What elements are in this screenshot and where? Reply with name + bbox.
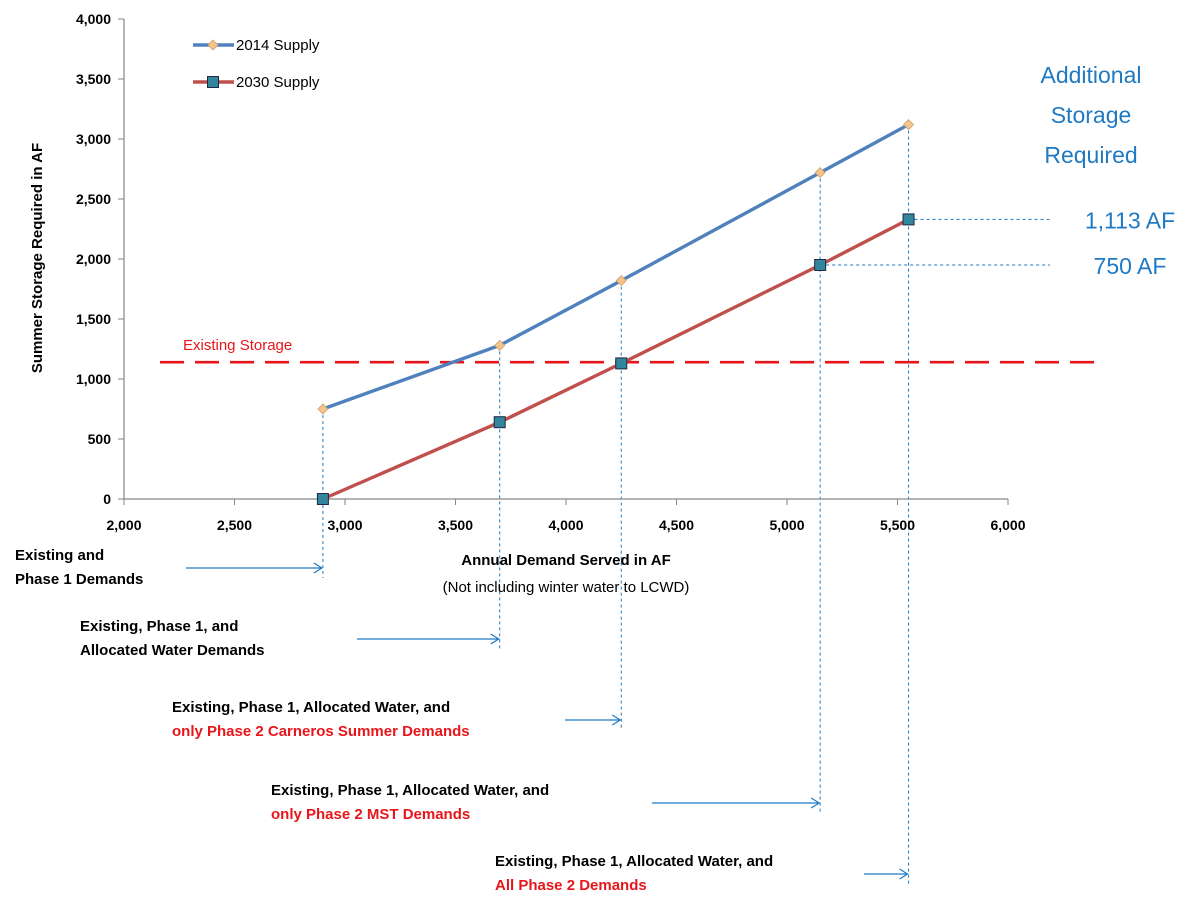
- legend-label: 2014 Supply: [236, 37, 320, 54]
- demand-annotation-text: Allocated Water Demands: [80, 642, 265, 659]
- x-tick-label: 5,500: [880, 517, 915, 533]
- y-tick-label: 3,500: [76, 71, 111, 87]
- x-axis-subtitle: (Not including winter water to LCWD): [443, 579, 690, 596]
- storage-heading-line: Additional: [1040, 62, 1141, 88]
- y-tick-label: 1,500: [76, 311, 111, 327]
- x-tick-label: 3,500: [438, 517, 473, 533]
- storage-value-label: 750 AF: [1094, 253, 1167, 279]
- series-marker: [494, 417, 505, 428]
- y-tick-label: 0: [103, 491, 111, 507]
- leader-lines: [323, 125, 1050, 885]
- x-tick-label: 5,000: [769, 517, 804, 533]
- demand-annotation-text: only Phase 2 MST Demands: [271, 806, 470, 823]
- x-tick-label: 6,000: [990, 517, 1025, 533]
- series-marker: [318, 404, 328, 414]
- storage-heading-line: Required: [1044, 142, 1137, 168]
- demand-annotation-text: Existing, Phase 1, and: [80, 618, 238, 635]
- y-tick-label: 1,000: [76, 371, 111, 387]
- x-tick-label: 2,500: [217, 517, 252, 533]
- demand-annotation-text: Phase 1 Demands: [15, 571, 143, 588]
- demand-annotations: Existing and Phase 1 Demands Existing, Pha…: [15, 547, 908, 894]
- y-tick-label: 500: [88, 431, 112, 447]
- x-tick-label: 4,000: [548, 517, 583, 533]
- series-marker: [903, 214, 914, 225]
- series-marker: [616, 358, 627, 369]
- demand-annotation-text: Existing, Phase 1, Allocated Water, and: [495, 853, 773, 870]
- legend-label: 2030 Supply: [236, 74, 320, 91]
- x-axis-title: Annual Demand Served in AF: [461, 552, 670, 569]
- demand-annotation-text: only Phase 2 Carneros Summer Demands: [172, 723, 470, 740]
- existing-storage-label: Existing Storage: [183, 337, 292, 354]
- x-tick-label: 2,000: [106, 517, 141, 533]
- axes: 0 500 1,000 1,500 2,000 2,500 3,000 3,500 4,000 2…: [76, 11, 1026, 533]
- storage-heading-line: Storage: [1051, 102, 1132, 128]
- y-tick-label: 2,000: [76, 251, 111, 267]
- demand-annotation-text: Existing, Phase 1, Allocated Water, and: [271, 782, 549, 799]
- series-marker: [317, 494, 328, 505]
- series-marker: [815, 260, 826, 271]
- demand-annotation-text: Existing, Phase 1, Allocated Water, and: [172, 699, 450, 716]
- y-axis-title: Summer Storage Required in AF: [29, 143, 46, 373]
- storage-value-label: 1,113 AF: [1085, 207, 1175, 233]
- demand-annotation-text: All Phase 2 Demands: [495, 877, 647, 894]
- y-tick-label: 4,000: [76, 11, 111, 27]
- series-group: [317, 120, 914, 505]
- y-tick-label: 2,500: [76, 191, 111, 207]
- x-tick-label: 3,000: [327, 517, 362, 533]
- storage-annotations: Additional Storage Required 1,113 AF 750 AF: [1040, 62, 1175, 279]
- legend-marker: [208, 77, 219, 88]
- demand-annotation-text: Existing and: [15, 547, 104, 564]
- y-tick-label: 3,000: [76, 131, 111, 147]
- legend: 2014 Supply 2030 Supply: [193, 37, 320, 91]
- x-tick-label: 4,500: [659, 517, 694, 533]
- legend-marker: [208, 40, 218, 50]
